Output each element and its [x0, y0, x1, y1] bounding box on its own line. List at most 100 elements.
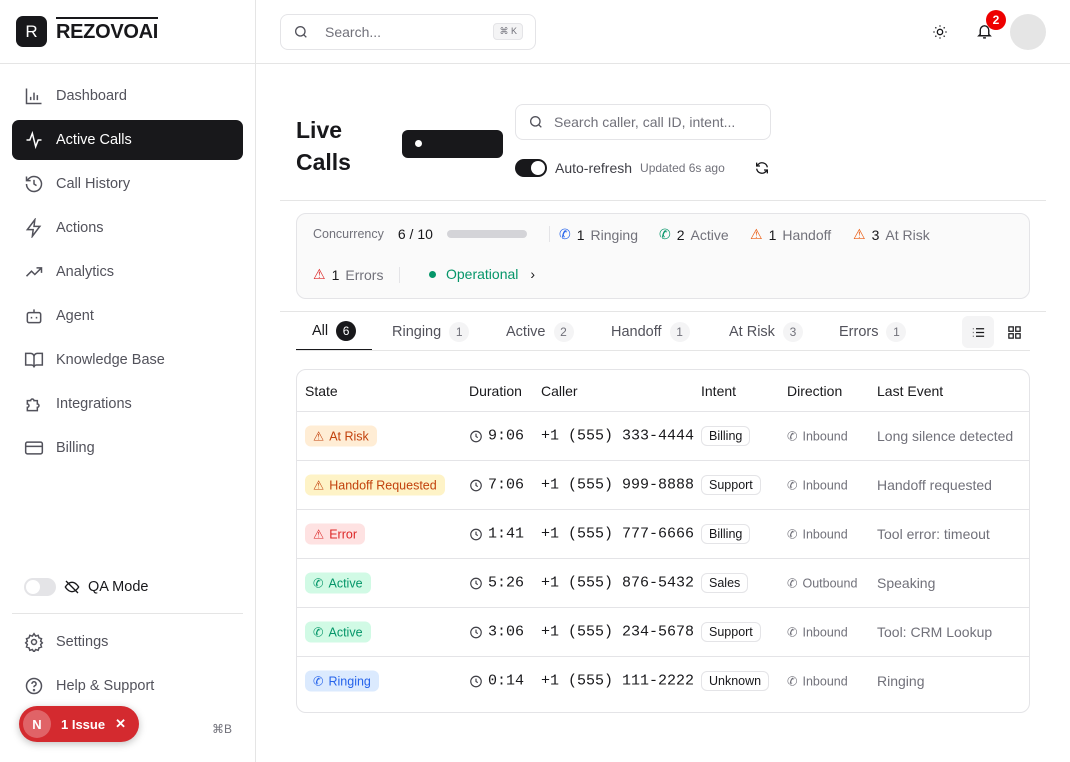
table-row[interactable]: ⚠ Error 1:41 +1 (555) 777-6666 Billing ✆ I…: [297, 509, 1029, 558]
column-header[interactable]: Direction: [787, 382, 843, 399]
table-row[interactable]: ✆ Active 5:26 +1 (555) 876-5432 Sales ✆ Ou…: [297, 558, 1029, 607]
intent-tag: Support: [701, 475, 761, 495]
last-event: Tool error: timeout: [877, 526, 990, 542]
duration: 1:41: [469, 526, 524, 543]
state-badge: ✆ Active: [305, 572, 371, 594]
chevron-right-icon: ›: [530, 266, 536, 282]
intent-tag: Unknown: [701, 671, 770, 691]
search-icon: [530, 116, 542, 128]
settings-label: Settings: [56, 634, 109, 650]
tab-ringing[interactable]: Ringing 1: [378, 313, 483, 351]
clock-icon: [470, 577, 482, 589]
tab-label: Ringing: [392, 324, 442, 340]
book-icon: [24, 352, 44, 368]
search-shortcut: ⌘ K: [493, 23, 523, 40]
sun-icon[interactable]: [932, 24, 948, 40]
table-row[interactable]: ⚠ Handoff Requested 7:06 +1 (555) 999-888…: [297, 460, 1029, 509]
tab-errors[interactable]: Errors 1: [825, 313, 920, 351]
sidebar-item-label: Actions: [56, 220, 104, 236]
close-icon[interactable]: ✕: [115, 716, 126, 731]
sidebar-item-active-calls[interactable]: Active Calls: [12, 120, 243, 160]
refresh-icon[interactable]: [754, 160, 770, 176]
tab-at-risk[interactable]: At Risk 3: [715, 313, 817, 351]
sidebar-item-help[interactable]: Help & Support: [12, 666, 243, 706]
logo[interactable]: R: [16, 16, 47, 47]
bell-icon[interactable]: [976, 23, 993, 40]
tab-all[interactable]: All 6: [296, 313, 373, 351]
sidebar-item-agent[interactable]: Agent: [12, 296, 243, 336]
updated-timestamp: Updated 6s ago: [640, 161, 725, 175]
sidebar-item-label: Call History: [56, 176, 131, 192]
grid-view-button[interactable]: [998, 316, 1030, 348]
error-icon: ⚠: [313, 266, 326, 282]
sidebar-item-dashboard[interactable]: Dashboard: [12, 76, 243, 116]
column-header[interactable]: Last Event: [877, 382, 944, 399]
help-label: Help & Support: [56, 678, 155, 694]
notification-count: 2: [986, 10, 1006, 30]
last-event: Long silence detected: [877, 428, 1014, 444]
caller: +1 (555) 999-8888: [541, 476, 695, 494]
column-header[interactable]: Duration: [469, 382, 522, 399]
system-status[interactable]: Operational ›: [429, 266, 535, 282]
call-search-placeholder: Search caller, call ID, intent...: [554, 114, 736, 130]
sidebar-item-settings[interactable]: Settings: [12, 622, 243, 662]
activity-icon: [26, 130, 42, 150]
direction: ✆ Inbound: [787, 674, 848, 689]
sidebar-item-billing[interactable]: Billing: [12, 428, 243, 468]
call-search-input[interactable]: Search caller, call ID, intent...: [515, 104, 771, 140]
handoff-stat: Handoff: [782, 226, 832, 243]
zap-icon: [25, 218, 42, 238]
table-header: State Duration Caller Intent Direction Last E…: [297, 370, 1029, 411]
direction: ✆ Inbound: [787, 527, 848, 542]
sidebar-item-label: Active Calls: [56, 132, 132, 148]
caller: +1 (555) 876-5432: [541, 574, 695, 592]
table-row[interactable]: ✆ Active 3:06 +1 (555) 234-5678 Support ✆…: [297, 607, 1029, 656]
active-stat: Active: [690, 226, 729, 243]
sidebar-item-call-history[interactable]: Call History: [12, 164, 243, 204]
credit-card-icon: [24, 441, 44, 455]
qa-mode[interactable]: QA Mode: [24, 578, 148, 596]
caller: +1 (555) 111-2222: [541, 672, 695, 690]
sidebar-item-label: Billing: [56, 440, 95, 456]
issue-badge[interactable]: N 1 Issue ✕: [19, 706, 139, 742]
direction: ✆ Inbound: [787, 625, 848, 640]
column-header[interactable]: Intent: [701, 382, 737, 399]
tab-count: 3: [782, 322, 803, 342]
column-header[interactable]: State: [305, 382, 338, 399]
duration: 3:06: [469, 624, 524, 641]
global-search[interactable]: Search... ⌘ K: [280, 14, 536, 50]
sidebar-item-knowledge-base[interactable]: Knowledge Base: [12, 340, 243, 380]
qa-mode-toggle[interactable]: [24, 578, 56, 596]
tab-count: 1: [669, 322, 690, 342]
list-view-button[interactable]: [962, 316, 994, 348]
caller: +1 (555) 333-4444: [541, 427, 695, 445]
list-icon: [972, 327, 984, 337]
tab-label: At Risk: [729, 324, 775, 340]
sidebar-item-label: Agent: [56, 308, 94, 324]
duration: 7:06: [469, 477, 524, 494]
auto-refresh-toggle[interactable]: [515, 159, 547, 177]
phone-icon: ✆: [313, 625, 324, 640]
table-row[interactable]: ⚠ At Risk 9:06 +1 (555) 333-4444 Billing …: [297, 411, 1029, 460]
sidebar-item-actions[interactable]: Actions: [12, 208, 243, 248]
avatar[interactable]: [1010, 14, 1046, 50]
status-dot-icon: [429, 270, 436, 278]
sidebar-item-analytics[interactable]: Analytics: [12, 252, 243, 292]
tab-active[interactable]: Active 2: [492, 313, 588, 351]
table-row[interactable]: ✆ Ringing 0:14 +1 (555) 111-2222 Unknown …: [297, 656, 1029, 705]
sidebar-item-integrations[interactable]: Integrations: [12, 384, 243, 424]
tab-label: Errors: [839, 324, 879, 340]
state-badge: ⚠ At Risk: [305, 425, 377, 447]
tab-count: 1: [886, 322, 907, 342]
column-header[interactable]: Caller: [541, 382, 578, 399]
phone-icon: ✆: [659, 226, 671, 242]
puzzle-icon: [26, 398, 40, 412]
clock-icon: [470, 430, 482, 442]
tab-handoff[interactable]: Handoff 1: [597, 313, 704, 351]
intent-tag: Billing: [701, 426, 751, 446]
history-icon: [25, 175, 43, 193]
caller: +1 (555) 234-5678: [541, 623, 695, 641]
sidebar-item-label: Knowledge Base: [56, 352, 165, 368]
bot-icon: [26, 309, 42, 324]
live-status-pill: [402, 130, 503, 158]
